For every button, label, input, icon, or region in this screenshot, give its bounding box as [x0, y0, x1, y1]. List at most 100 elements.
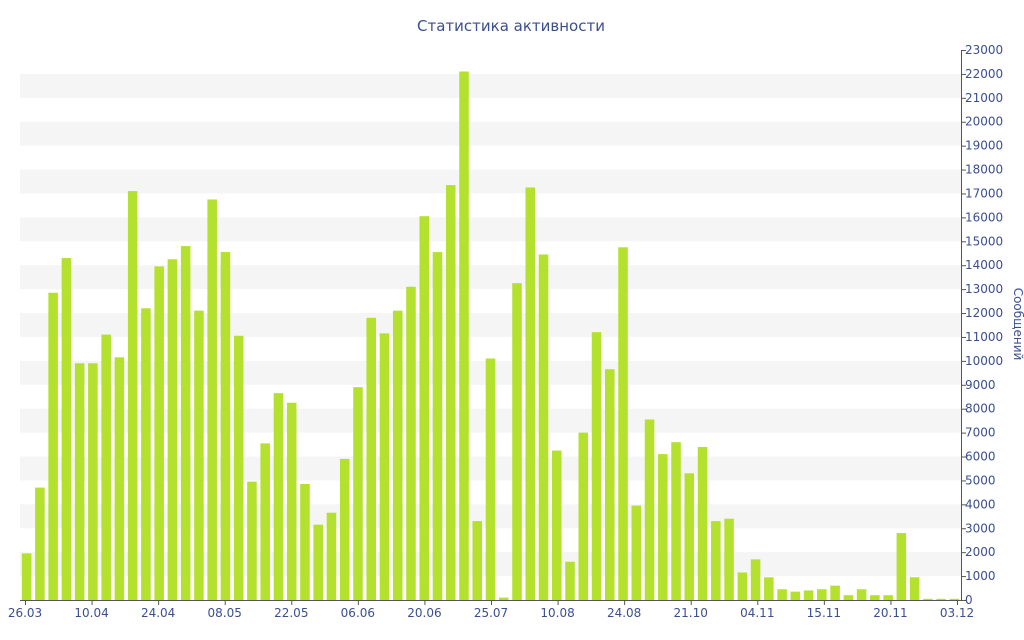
bar [817, 589, 827, 600]
x-tick-label: 04.11 [740, 606, 774, 620]
bar [896, 533, 907, 600]
x-tick-label: 06.06 [341, 606, 375, 620]
bar [631, 505, 642, 600]
bar [419, 216, 430, 600]
bar [578, 432, 589, 600]
bar [485, 358, 496, 600]
x-tick-label: 26.03 [8, 606, 42, 620]
bar [870, 595, 880, 600]
y-tick-label: 22000 [965, 67, 1003, 81]
y-tick-label: 13000 [965, 282, 1003, 296]
grid-band [20, 265, 961, 290]
bar [260, 443, 270, 600]
bar [247, 481, 257, 600]
bar [167, 259, 178, 600]
bar [830, 585, 840, 600]
bar [803, 590, 814, 600]
bar [512, 283, 522, 600]
bar [326, 512, 337, 600]
y-tick-label: 15000 [965, 234, 1003, 248]
bar [551, 450, 562, 600]
bar [339, 458, 350, 600]
y-tick-label: 19000 [965, 139, 1003, 153]
bar [180, 246, 191, 600]
bar [711, 521, 721, 600]
x-tick-label: 20.06 [407, 606, 441, 620]
grid-band [20, 169, 961, 194]
grid-band [20, 217, 961, 242]
y-tick-label: 1000 [965, 569, 996, 583]
y-tick-label: 5000 [965, 473, 996, 487]
x-tick-label: 22.05 [274, 606, 308, 620]
grid-band [20, 121, 961, 146]
x-axis-ticks: 26.03 10.04 24.04 08.05 22.05 06.06 20.06 25.07… [8, 600, 974, 620]
y-tick-label: 23000 [965, 43, 1003, 57]
bar [684, 473, 695, 600]
x-tick-label: 10.04 [74, 606, 108, 620]
bar [525, 187, 536, 600]
x-tick-label: 08.05 [208, 606, 242, 620]
bar [154, 266, 164, 600]
bar [565, 561, 575, 600]
x-tick-label: 03.12 [940, 606, 974, 620]
y-tick-label: 11000 [965, 330, 1003, 344]
bar [220, 252, 231, 600]
bar [658, 454, 668, 600]
y-tick-label: 17000 [965, 186, 1003, 200]
bar [194, 310, 204, 600]
bar [300, 484, 310, 600]
bar [273, 393, 284, 600]
y-tick-label: 14000 [965, 258, 1003, 272]
y-tick-label: 18000 [965, 163, 1003, 177]
bar [538, 254, 549, 600]
bar [856, 589, 867, 600]
bar [392, 310, 403, 600]
x-tick-label: 21.10 [674, 606, 708, 620]
bar-series [21, 71, 960, 601]
bar [909, 577, 920, 600]
y-tick-label: 16000 [965, 210, 1003, 224]
bar [498, 597, 509, 600]
y-tick-label: 21000 [965, 91, 1003, 105]
x-tick-label: 25.07 [474, 606, 508, 620]
bar [114, 357, 125, 600]
bar [764, 577, 774, 600]
y-tick-label: 9000 [965, 378, 996, 392]
bar [366, 317, 376, 600]
bar [88, 363, 98, 600]
x-tick-label: 10.08 [540, 606, 574, 620]
chart-title: Статистика активности [417, 17, 605, 35]
bar [61, 258, 72, 600]
bar [286, 402, 297, 600]
bar [21, 553, 32, 600]
bar [790, 591, 801, 600]
x-tick-label: 24.08 [607, 606, 641, 620]
bar [591, 332, 602, 600]
x-tick-label: 24.04 [141, 606, 175, 620]
y-tick-label: 3000 [965, 521, 996, 535]
bar [35, 487, 45, 600]
bar [618, 247, 628, 601]
bar [406, 286, 416, 600]
bar [353, 387, 363, 600]
bar [445, 185, 456, 600]
bar [48, 292, 58, 600]
y-tick-label: 10000 [965, 354, 1003, 368]
bar [379, 333, 390, 600]
bar [750, 559, 761, 600]
bar [936, 598, 946, 600]
y-tick-label: 0 [965, 593, 973, 607]
bar [671, 442, 681, 600]
bar [472, 521, 483, 600]
bar [644, 419, 655, 600]
bar [313, 524, 323, 600]
bar [697, 446, 708, 600]
grid-band [20, 313, 961, 337]
bar [737, 572, 748, 600]
y-tick-label: 20000 [965, 115, 1003, 129]
y-axis-ticks: 0 1000 2000 3000 4000 5000 6000 7000 8000 9000 100… [961, 43, 1003, 607]
x-tick-label: 15.11 [807, 606, 841, 620]
y-tick-label: 6000 [965, 450, 996, 464]
bar [101, 334, 111, 600]
